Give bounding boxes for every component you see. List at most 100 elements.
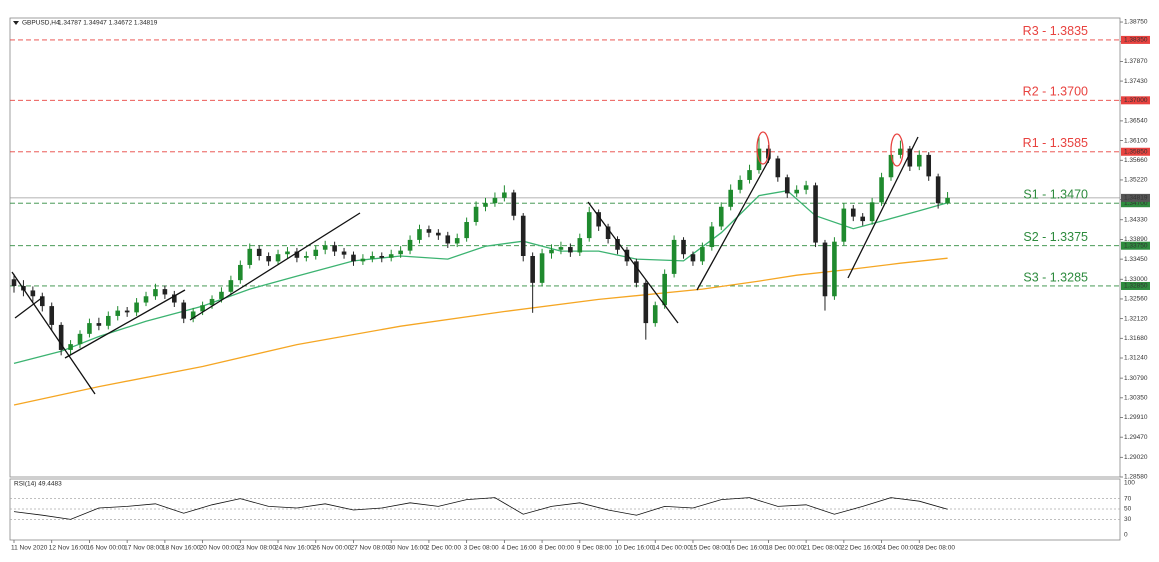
candle-body [832, 241, 837, 297]
y-tick-label: 1.28580 [1124, 474, 1148, 481]
candle-body [379, 256, 385, 258]
candle-body [190, 311, 196, 319]
y-tick-label: 1.30790 [1124, 375, 1148, 382]
y-tick-label: 1.35660 [1124, 157, 1148, 164]
candle-body [332, 245, 337, 252]
candle-body [11, 279, 17, 286]
candle-body [464, 222, 469, 239]
candle-body [58, 324, 64, 350]
candle-body [181, 302, 187, 319]
y-tick-label: 1.38750 [1124, 19, 1148, 26]
candle-body [568, 247, 573, 253]
rsi-title: RSI(14) 49.4483 [14, 481, 62, 488]
chart-quote: 1.34787 1.34947 1.34672 1.34819 [58, 20, 158, 27]
candle-body [671, 239, 677, 274]
candle-body [39, 296, 45, 307]
y-tick-label: 1.32120 [1124, 315, 1148, 322]
x-tick-label: 15 Dec 08:00 [690, 545, 729, 552]
level-label: R3 - 1.3835 [1023, 24, 1088, 38]
candle-body [888, 154, 894, 178]
x-tick-label: 8 Dec 00:00 [539, 545, 574, 552]
candle-body [153, 289, 158, 297]
candle-body [388, 254, 394, 258]
candle-body [454, 238, 460, 244]
rsi-tick-label: 0 [1124, 532, 1128, 539]
candle-body [228, 280, 234, 292]
level-price-label: 1.35850 [1124, 148, 1148, 155]
menu-arrow [13, 21, 19, 25]
x-tick-label: 22 Dec 16:00 [841, 545, 880, 552]
candle-body [652, 305, 658, 324]
candle-body [30, 290, 36, 297]
candle-body [473, 206, 479, 222]
rsi-tick-label: 70 [1124, 495, 1132, 502]
candle-body [907, 148, 913, 167]
candle-body [841, 208, 847, 242]
candle-body [436, 232, 441, 236]
x-tick-label: 16 Dec 16:00 [728, 545, 767, 552]
y-tick-label: 1.35220 [1124, 177, 1148, 184]
level-label: R2 - 1.3700 [1023, 85, 1088, 99]
x-tick-label: 16 Nov 00:00 [86, 545, 125, 552]
rsi-line [13, 497, 948, 520]
x-tick-label: 11 Nov 2020 [11, 545, 48, 552]
level-price-box [1121, 96, 1150, 105]
candle-body [586, 212, 592, 239]
candle-body [615, 239, 620, 250]
candle-body [162, 289, 168, 295]
candle-body [803, 185, 809, 190]
candle-body [549, 249, 554, 254]
candle-body [256, 248, 262, 256]
candle-body [398, 250, 403, 255]
rsi-tick-label: 50 [1124, 506, 1132, 513]
candle-body [596, 212, 601, 227]
x-tick-label: 30 Nov 16:00 [388, 545, 427, 552]
candle-body [879, 177, 884, 203]
candle-body [341, 251, 347, 255]
level-price-box [1121, 147, 1150, 156]
y-tick-label: 1.29020 [1124, 454, 1148, 461]
y-tick-label: 1.33450 [1124, 256, 1148, 263]
level-label: R1 - 1.3585 [1023, 136, 1088, 150]
candle-body [483, 203, 488, 207]
candle-body [916, 154, 922, 167]
x-tick-label: 4 Dec 16:00 [501, 545, 536, 552]
y-tick-label: 1.37430 [1124, 78, 1148, 85]
x-tick-label: 10 Dec 16:00 [615, 545, 654, 552]
candle-body [662, 273, 667, 306]
level-price-label: 1.38350 [1124, 37, 1148, 44]
candle-body [370, 256, 375, 259]
candle-body [520, 215, 526, 256]
y-tick-label: 1.31240 [1124, 355, 1148, 362]
x-tick-label: 12 Nov 16:00 [49, 545, 88, 552]
candle-body [492, 197, 498, 204]
candle-body [275, 254, 281, 262]
candle-body [737, 179, 743, 190]
y-tick-label: 1.29470 [1124, 434, 1148, 441]
candle-body [106, 315, 111, 326]
candle-body [643, 282, 649, 324]
level-price-label: 1.37000 [1124, 97, 1148, 104]
rsi-frame [9, 478, 1121, 541]
candle-body [502, 192, 507, 198]
candle-body [124, 310, 130, 313]
rsi-tick-label: 100 [1124, 480, 1135, 487]
level-price-box [1121, 35, 1150, 44]
candle-body [143, 296, 149, 303]
x-tick-label: 24 Nov 16:00 [275, 545, 314, 552]
candle-body [96, 323, 102, 326]
drawings [11, 131, 919, 395]
candle-body [898, 148, 903, 155]
candle-body [511, 192, 517, 216]
candle-body [209, 298, 215, 306]
candle-body [945, 197, 950, 204]
y-tick-label: 1.33000 [1124, 276, 1148, 283]
y-tick-label: 1.34330 [1124, 216, 1148, 223]
candle-body [784, 177, 790, 194]
x-tick-label: 18 Dec 00:00 [765, 545, 804, 552]
candle-body [869, 202, 875, 222]
candle-body [238, 264, 243, 281]
level-price-box [1121, 199, 1150, 208]
